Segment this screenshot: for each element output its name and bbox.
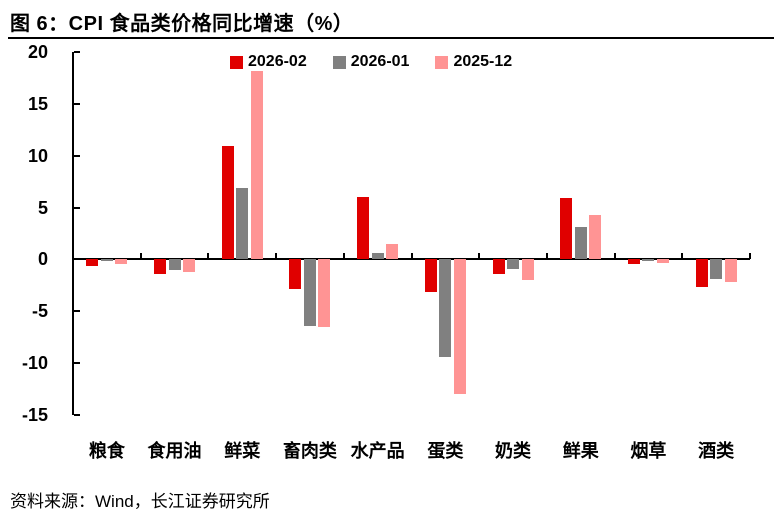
x-axis-label: 粮食 xyxy=(88,441,125,461)
title-divider xyxy=(8,37,774,39)
bar-2026-01-奶类 xyxy=(507,259,520,269)
y-axis-tick xyxy=(74,102,80,105)
bar-2026-01-酒类 xyxy=(710,259,723,280)
y-axis-label: -15 xyxy=(21,405,48,425)
bar-2026-01-鲜菜 xyxy=(236,187,249,260)
x-axis-label: 鲜果 xyxy=(562,441,599,461)
y-axis-label: 5 xyxy=(37,197,48,218)
source-note: 资料来源：Wind，长江证券研究所 xyxy=(10,492,270,511)
bar-2026-02-鲜菜 xyxy=(221,146,234,260)
x-axis-label: 食用油 xyxy=(147,441,202,461)
bar-2025-12-鲜菜 xyxy=(250,70,263,260)
legend-label: 2026-01 xyxy=(350,53,410,70)
bar-2026-02-水产品 xyxy=(357,197,370,260)
x-axis-tick xyxy=(139,253,142,260)
legend-item-2026-01: 2026-01 xyxy=(332,53,410,71)
legend-swatch-icon xyxy=(332,55,346,69)
y-axis-tick xyxy=(74,51,80,53)
x-axis-zero-line xyxy=(73,258,750,261)
bar-2025-12-畜肉类 xyxy=(318,259,331,327)
y-axis-label: 15 xyxy=(27,93,48,114)
bar-2026-01-蛋类 xyxy=(439,259,452,357)
y-axis-label: -5 xyxy=(31,301,48,322)
bar-2026-01-畜肉类 xyxy=(303,259,316,326)
bar-2025-12-烟草 xyxy=(656,259,669,263)
x-axis-tick xyxy=(275,253,278,260)
y-axis-tick xyxy=(74,154,80,157)
bar-2025-12-奶类 xyxy=(521,259,534,281)
y-axis-tick xyxy=(74,258,80,261)
x-axis-tick xyxy=(207,253,210,260)
x-axis-label: 酒类 xyxy=(698,441,735,461)
legend-swatch-icon xyxy=(230,55,243,69)
bar-2025-12-食用油 xyxy=(183,259,196,272)
y-axis-tick xyxy=(74,362,80,365)
y-axis-tick xyxy=(74,310,80,313)
legend-label: 2026-02 xyxy=(248,53,307,70)
legend-swatch-icon xyxy=(435,55,449,69)
x-axis-label: 蛋类 xyxy=(427,441,464,461)
chart-legend: 2026-02 2026-01 2025-12 xyxy=(230,53,512,71)
bar-2026-01-食用油 xyxy=(168,259,181,270)
x-axis-tick xyxy=(613,253,616,260)
x-axis-label: 水产品 xyxy=(350,441,405,461)
bar-2026-01-烟草 xyxy=(642,259,655,262)
x-axis-tick xyxy=(749,253,751,260)
bar-2026-01-粮食 xyxy=(100,259,113,262)
y-axis-label: 0 xyxy=(37,249,48,270)
bar-2025-12-粮食 xyxy=(115,259,128,264)
y-axis-tick xyxy=(74,206,80,209)
bar-2026-02-鲜果 xyxy=(560,198,573,260)
y-axis-label: -10 xyxy=(21,353,48,374)
x-axis-tick xyxy=(681,253,684,260)
bar-2025-12-酒类 xyxy=(724,259,737,283)
bar-2026-01-鲜果 xyxy=(574,227,587,260)
x-axis-label: 烟草 xyxy=(630,441,667,461)
x-axis-tick xyxy=(545,253,548,260)
x-axis-label: 鲜菜 xyxy=(224,441,261,461)
y-axis-label: 10 xyxy=(27,145,48,166)
bar-2026-02-粮食 xyxy=(86,259,99,266)
bar-2025-12-蛋类 xyxy=(453,259,466,395)
bar-2026-02-奶类 xyxy=(492,259,505,274)
bar-2025-12-鲜果 xyxy=(589,214,602,260)
chart-title: 图 6：CPI 食品类价格同比增速（%） xyxy=(10,13,354,35)
legend-label: 2025-12 xyxy=(453,53,513,70)
y-axis-tick xyxy=(74,414,80,416)
x-axis-label: 畜肉类 xyxy=(282,441,337,461)
x-axis-tick xyxy=(478,253,481,260)
bar-2026-02-烟草 xyxy=(627,259,640,264)
bar-2026-02-酒类 xyxy=(695,259,708,288)
legend-item-2026-02: 2026-02 xyxy=(230,53,307,71)
legend-item-2025-12: 2025-12 xyxy=(435,53,512,71)
x-axis-tick xyxy=(410,253,413,260)
bar-2026-02-食用油 xyxy=(154,259,167,274)
x-axis-label: 奶类 xyxy=(495,441,532,461)
y-axis-label: 20 xyxy=(27,42,48,62)
bar-2025-12-水产品 xyxy=(386,243,399,260)
y-axis-line xyxy=(72,52,74,415)
x-axis-tick xyxy=(342,253,345,260)
bar-2026-02-畜肉类 xyxy=(289,259,302,290)
bar-2026-02-蛋类 xyxy=(424,259,437,292)
bar-2026-01-水产品 xyxy=(371,253,384,260)
